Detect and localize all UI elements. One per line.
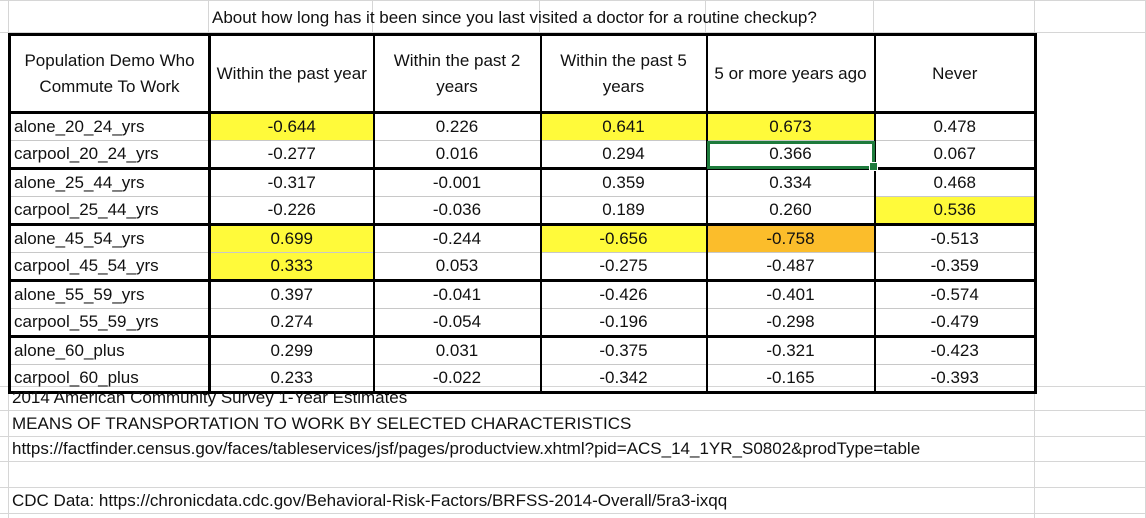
table-cell[interactable]: -0.036 [373,196,542,226]
row-label[interactable]: alone_45_54_yrs [9,224,211,253]
source-note-acs[interactable]: 2014 American Community Survey 1-Year Es… [12,388,408,407]
table-cell[interactable]: 0.478 [874,112,1036,141]
fill-handle[interactable] [868,162,878,171]
header-5-or-more-years[interactable]: 5 or more years ago [706,34,876,114]
table-cell[interactable]: -0.401 [706,280,876,309]
table-cell[interactable]: 0.189 [540,196,708,226]
table-cell[interactable]: 0.673 [706,112,876,141]
header-row: Population Demo Who Commute To Work With… [9,34,1036,114]
table-cell[interactable]: 0.226 [373,112,542,141]
table-cell[interactable]: -0.321 [706,336,876,365]
table-cell[interactable]: -0.342 [540,364,708,393]
row-label[interactable]: alone_25_44_yrs [9,168,211,197]
table-cell[interactable]: -0.298 [706,308,876,338]
table-cell[interactable]: 0.299 [209,336,375,365]
table-cell[interactable]: 0.274 [209,308,375,338]
table-row: carpool_55_59_yrs 0.274 -0.054 -0.196 -0… [9,308,1036,338]
header-within-past-2-years[interactable]: Within the past 2 years [373,34,542,114]
table-cell[interactable]: -0.275 [540,252,708,282]
table-cell[interactable]: -0.041 [373,280,542,309]
table-cell[interactable]: 0.260 [706,196,876,226]
table-cell[interactable]: 0.536 [874,196,1036,226]
table-cell[interactable]: 0.053 [373,252,542,282]
table-cell[interactable]: 0.233 [209,364,375,393]
row-label[interactable]: alone_60_plus [9,336,211,365]
table-row: carpool_20_24_yrs -0.277 0.016 0.294 0.3… [9,140,1036,171]
source-note-cdc[interactable]: CDC Data: https://chronicdata.cdc.gov/Be… [12,491,728,510]
row-label[interactable]: alone_55_59_yrs [9,280,211,309]
table-row: alone_55_59_yrs 0.397 -0.041 -0.426 -0.4… [9,280,1036,309]
table-cell[interactable]: 0.359 [540,168,708,197]
row-label[interactable]: carpool_55_59_yrs [9,308,211,338]
table-cell[interactable]: -0.758 [706,224,876,253]
table-row: carpool_60_plus 0.233 -0.022 -0.342 -0.1… [9,364,1036,393]
table-cell[interactable]: -0.479 [874,308,1036,338]
table-cell[interactable]: -0.196 [540,308,708,338]
row-label[interactable]: alone_20_24_yrs [9,112,211,141]
table-cell[interactable]: -0.359 [874,252,1036,282]
table-cell[interactable]: -0.054 [373,308,542,338]
table-cell[interactable]: -0.487 [706,252,876,282]
table-cell[interactable]: -0.165 [706,364,876,393]
table-cell[interactable]: -0.574 [874,280,1036,309]
table-row: alone_60_plus 0.299 0.031 -0.375 -0.321 … [9,336,1036,365]
table-cell[interactable]: 0.641 [540,112,708,141]
table-cell[interactable]: -0.656 [540,224,708,253]
header-population-demo[interactable]: Population Demo Who Commute To Work [9,34,211,114]
table-cell[interactable]: -0.001 [373,168,542,197]
table-cell[interactable]: 0.067 [874,140,1036,170]
selected-cell-value: 0.366 [769,144,812,163]
table-cell[interactable]: 0.031 [373,336,542,365]
table-cell[interactable]: 0.333 [209,252,375,282]
sheet-title: About how long has it been since you las… [212,8,817,27]
row-label[interactable]: carpool_20_24_yrs [9,140,211,170]
table-cell[interactable]: -0.022 [373,364,542,393]
header-within-past-5-years[interactable]: Within the past 5 years [540,34,708,114]
source-note-url[interactable]: https://factfinder.census.gov/faces/tabl… [12,439,921,458]
table-cell[interactable]: -0.226 [209,196,375,226]
row-label[interactable]: carpool_60_plus [9,364,211,393]
table-cell[interactable]: -0.423 [874,336,1036,365]
row-label[interactable]: carpool_45_54_yrs [9,252,211,282]
table-cell[interactable]: 0.397 [209,280,375,309]
table-cell[interactable]: -0.375 [540,336,708,365]
table-row: alone_20_24_yrs -0.644 0.226 0.641 0.673… [9,112,1036,141]
table-cell[interactable]: 0.016 [373,140,542,170]
selected-cell[interactable]: 0.366 [706,140,878,171]
table-row: alone_25_44_yrs -0.317 -0.001 0.359 0.33… [9,168,1036,197]
table-cell[interactable]: 0.699 [209,224,375,253]
table-cell[interactable]: -0.317 [209,168,375,197]
table-row: carpool_45_54_yrs 0.333 0.053 -0.275 -0.… [9,252,1036,282]
table-cell[interactable]: -0.277 [209,140,375,170]
table-cell[interactable]: -0.244 [373,224,542,253]
table-row: alone_45_54_yrs 0.699 -0.244 -0.656 -0.7… [9,224,1036,253]
table-cell[interactable]: 0.294 [540,140,708,170]
table-cell[interactable]: -0.644 [209,112,375,141]
header-within-past-year[interactable]: Within the past year [209,34,375,114]
table-cell[interactable]: 0.468 [874,168,1036,197]
table-cell[interactable]: -0.426 [540,280,708,309]
table-cell[interactable]: 0.334 [706,168,876,197]
header-never[interactable]: Never [874,34,1036,114]
table-cell[interactable]: -0.513 [874,224,1036,253]
table-row: carpool_25_44_yrs -0.226 -0.036 0.189 0.… [9,196,1036,226]
source-note-title[interactable]: MEANS OF TRANSPORTATION TO WORK BY SELEC… [12,414,632,433]
row-label[interactable]: carpool_25_44_yrs [9,196,211,226]
table-cell[interactable]: -0.393 [874,364,1036,393]
data-table: Population Demo Who Commute To Work With… [8,33,1037,394]
